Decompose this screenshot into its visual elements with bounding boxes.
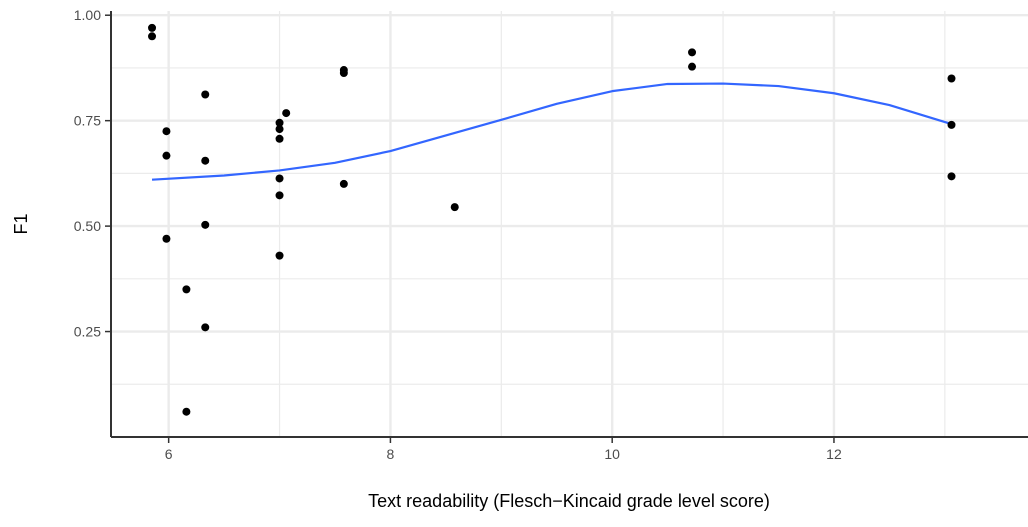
data-point bbox=[148, 32, 157, 41]
x-tick-label: 8 bbox=[387, 446, 395, 462]
data-point bbox=[148, 23, 157, 32]
smooth-line bbox=[151, 82, 952, 181]
data-point bbox=[275, 125, 284, 134]
y-tick-label: 0.25 bbox=[74, 324, 101, 340]
data-point bbox=[339, 179, 348, 188]
data-point bbox=[162, 151, 171, 160]
y-axis-title: F1 bbox=[11, 213, 31, 234]
data-point bbox=[182, 285, 191, 294]
data-point bbox=[450, 203, 459, 212]
x-axis-title: Text readability (Flesch−Kincaid grade l… bbox=[368, 491, 770, 511]
data-point bbox=[201, 90, 210, 99]
grid bbox=[111, 11, 1028, 437]
data-point bbox=[275, 174, 284, 183]
data-point bbox=[947, 172, 956, 181]
panel-background bbox=[111, 11, 1028, 437]
axes bbox=[110, 11, 1028, 438]
y-tick-label: 0.50 bbox=[74, 218, 101, 234]
y-tick-label: 1.00 bbox=[74, 7, 101, 23]
smooth-line-group bbox=[151, 82, 952, 181]
x-tick-label: 12 bbox=[826, 446, 842, 462]
data-point bbox=[162, 127, 171, 136]
data-point bbox=[201, 323, 210, 332]
data-point bbox=[339, 69, 348, 78]
x-tick-label: 10 bbox=[604, 446, 620, 462]
data-point bbox=[688, 62, 697, 71]
data-point bbox=[275, 191, 284, 200]
data-point bbox=[282, 109, 291, 118]
data-point bbox=[162, 234, 171, 243]
data-point bbox=[201, 220, 210, 229]
x-tick-label: 6 bbox=[165, 446, 173, 462]
data-point bbox=[275, 251, 284, 260]
data-point bbox=[947, 74, 956, 83]
points-group bbox=[148, 23, 956, 416]
ticks: 6 8 10 12 0.25 0.50 0.75 1.00 bbox=[74, 7, 842, 462]
data-point bbox=[201, 156, 210, 165]
data-point bbox=[182, 407, 191, 416]
data-point bbox=[688, 48, 697, 57]
data-point bbox=[275, 118, 284, 127]
data-point bbox=[275, 134, 284, 143]
data-point bbox=[947, 120, 956, 129]
y-tick-label: 0.75 bbox=[74, 113, 101, 129]
